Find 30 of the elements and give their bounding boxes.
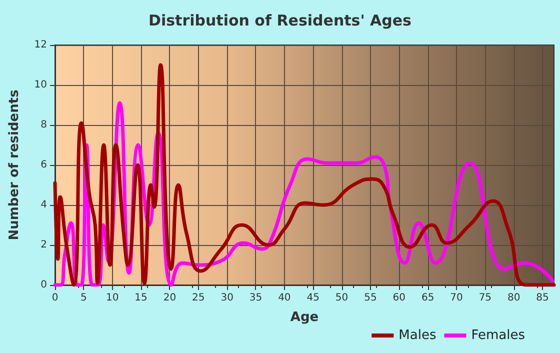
y-tick-label: 6: [40, 160, 47, 170]
y-tick-label: 4: [40, 200, 47, 210]
y-axis-title: Number of residents: [7, 89, 22, 240]
x-tick-label: 80: [507, 292, 520, 304]
x-tick-label: 25: [192, 292, 205, 304]
x-tick-label: 20: [163, 292, 176, 304]
y-tick-label: 10: [34, 80, 47, 90]
y-tick-label: 8: [40, 120, 47, 130]
y-tick-label: 2: [40, 240, 47, 250]
x-tick-label: 5: [80, 292, 87, 304]
x-tick-label: 35: [249, 292, 262, 304]
x-tick-label: 30: [220, 292, 234, 304]
x-tick-label: 0: [52, 292, 58, 304]
x-tick-label: 10: [106, 292, 119, 304]
x-tick-label: 55: [364, 292, 377, 304]
x-tick-label: 70: [450, 292, 463, 304]
x-tick-label: 50: [335, 292, 348, 304]
x-tick-label: 75: [478, 292, 492, 304]
x-tick-label: 65: [421, 292, 434, 304]
y-tick-label: 12: [34, 40, 47, 50]
x-tick-label: 15: [134, 292, 148, 304]
x-axis-title: Age: [290, 310, 319, 325]
y-tick-label: 0: [40, 280, 47, 290]
x-tick-label: 45: [306, 292, 320, 304]
chart-title: Distribution of Residents' Ages: [148, 12, 412, 30]
legend-label: Males: [398, 328, 436, 343]
x-tick-label: 40: [278, 292, 291, 304]
x-tick-label: 60: [392, 292, 406, 304]
x-tick-label: 85: [536, 292, 549, 304]
legend-label: Females: [471, 328, 526, 343]
